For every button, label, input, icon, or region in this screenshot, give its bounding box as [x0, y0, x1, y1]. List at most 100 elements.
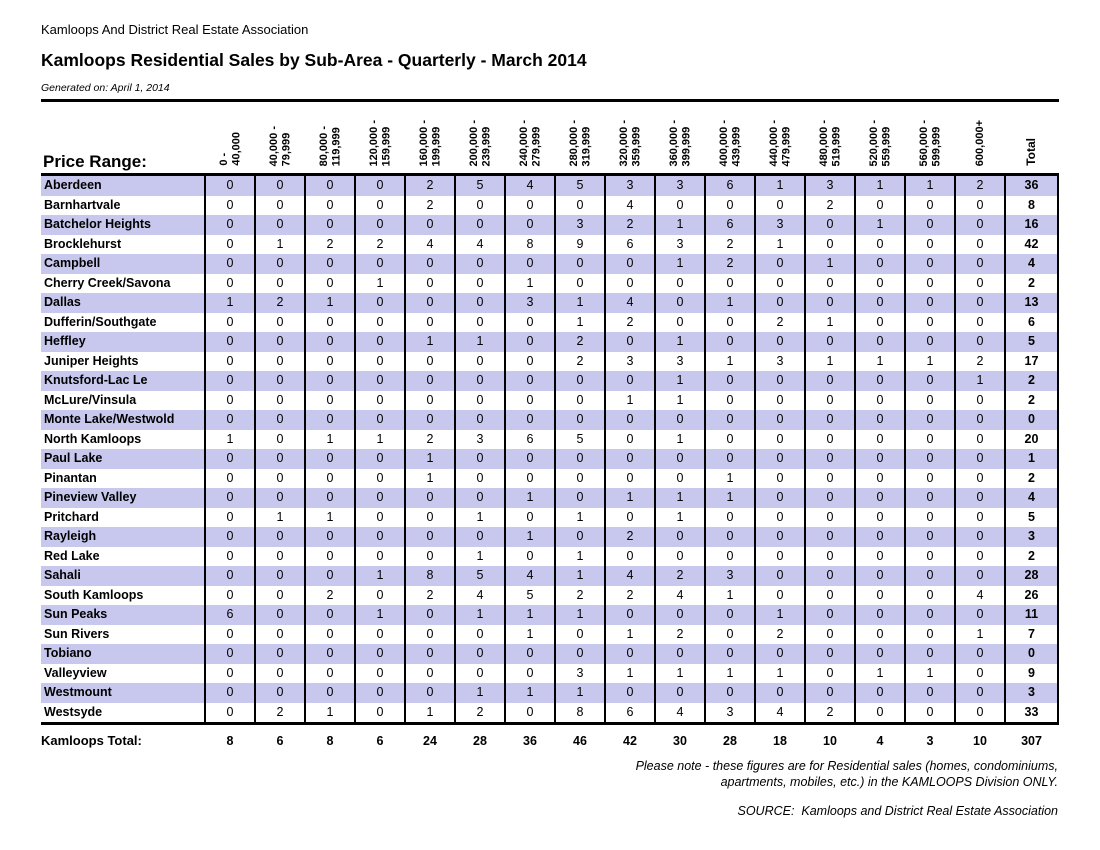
sales-count-cell: 5: [504, 585, 555, 605]
column-header-label: 360,000 - 399,999: [667, 119, 692, 166]
table-row: Aberdeen 0 0 0 0 2 5 4 5 3 3 6 1 3 1 1 2 36: [41, 173, 1059, 196]
sales-count-cell: 0: [904, 468, 955, 488]
sub-area-name: North Kamloops: [44, 431, 142, 446]
sales-count-cell: 0: [904, 683, 955, 703]
sub-area-name: South Kamloops: [44, 587, 144, 602]
sales-count-cell: 0: [554, 273, 605, 293]
sales-count-cell: 2: [604, 312, 655, 332]
sales-count-cell: 1: [854, 351, 905, 371]
sales-count-cell: 0: [304, 449, 355, 469]
column-header-11: 440,000 - 479,999: [755, 102, 805, 175]
sales-count-cell: 1: [404, 449, 455, 469]
sales-count-cell: 1: [654, 488, 705, 508]
sales-count-cell: 0: [854, 410, 905, 430]
page-title: Kamloops Residential Sales by Sub-Area -…: [41, 50, 587, 70]
sales-count-cell: 3: [754, 351, 805, 371]
sales-count-cell: 0: [204, 449, 255, 469]
sales-count-cell: 0: [954, 566, 1005, 586]
sales-count-cell: 1: [304, 429, 355, 449]
sales-count-cell: 0: [204, 351, 255, 371]
sales-count-cell: 0: [204, 371, 255, 391]
sales-count-cell: 1: [854, 663, 905, 683]
table-row: Sahali 0 0 0 1 8 5 4 1 4 2 3 0 0 0 0 0 28: [41, 566, 1059, 586]
sales-count-cell: 0: [804, 683, 855, 703]
row-total-cell: 11: [1004, 605, 1059, 625]
row-total-cell: 42: [1004, 234, 1059, 254]
sales-count-cell: 0: [454, 254, 505, 274]
sales-count-cell: 0: [204, 527, 255, 547]
column-header-label: 400,000 - 439,999: [717, 119, 742, 166]
sales-count-cell: 1: [454, 332, 505, 352]
sales-count-cell: 0: [404, 488, 455, 508]
sales-count-cell: 1: [654, 371, 705, 391]
sales-count-cell: 0: [904, 449, 955, 469]
sales-count-cell: 0: [654, 449, 705, 469]
sales-count-cell: 0: [254, 585, 305, 605]
sales-count-cell: 0: [954, 702, 1005, 725]
sales-count-cell: 0: [554, 644, 605, 664]
price-range-label: Price Range:: [43, 152, 147, 171]
sales-count-cell: 0: [854, 312, 905, 332]
sales-count-cell: 0: [854, 702, 905, 725]
sales-count-cell: 1: [454, 605, 505, 625]
sales-count-cell: 0: [854, 683, 905, 703]
table-row: North Kamloops 1 0 1 1 2 3 6 5 0 1 0 0 0 0 0 0 20: [41, 429, 1059, 449]
sales-count-cell: 0: [504, 254, 555, 274]
column-header-10: 400,000 - 439,999: [705, 102, 755, 175]
sales-count-cell: 0: [754, 449, 805, 469]
sub-area-name: Campbell: [41, 254, 205, 274]
column-total-cell: 3: [926, 733, 934, 748]
sales-count-cell: 0: [304, 410, 355, 430]
sales-count-cell: 1: [204, 429, 255, 449]
sales-count-cell: 0: [704, 429, 755, 449]
sales-count-cell: 0: [704, 390, 755, 410]
sales-count-cell: 0: [704, 683, 755, 703]
sales-count-cell: 0: [904, 624, 955, 644]
sales-count-cell: 0: [754, 195, 805, 215]
sales-count-cell: 0: [704, 371, 755, 391]
sales-count-cell: 0: [704, 195, 755, 215]
sales-count-cell: 0: [654, 410, 705, 430]
sales-count-cell: 0: [304, 215, 355, 235]
sales-count-cell: 5: [554, 429, 605, 449]
sub-area-name: Sun Rivers: [44, 626, 110, 641]
report-page: Kamloops And District Real Estate Associ…: [41, 22, 1059, 818]
sales-count-cell: 0: [804, 663, 855, 683]
sales-count-cell: 0: [204, 410, 255, 430]
sales-count-cell: 0: [854, 468, 905, 488]
sales-count-cell: 0: [904, 195, 955, 215]
sales-count-cell: 0: [204, 390, 255, 410]
sub-area-name: Heffley: [41, 332, 205, 352]
sub-area-name: Westsyde: [41, 702, 205, 725]
table-row: Sun Rivers 0 0 0 0 0 0 1 0 1 2 0 2 0 0 0 1 7: [41, 624, 1059, 644]
table-row: Tobiano 0 0 0 0 0 0 0 0 0 0 0 0 0 0 0 0 0: [41, 644, 1059, 664]
sales-count-cell: 1: [354, 273, 405, 293]
table-row: Sun Peaks 6 0 0 1 0 1 1 1 0 0 0 1 0 0 0 0 11: [41, 605, 1059, 625]
row-total-cell: 33: [1004, 702, 1059, 725]
sales-count-cell: 0: [504, 663, 555, 683]
sales-count-cell: 0: [854, 624, 905, 644]
sales-count-cell: 0: [454, 371, 505, 391]
sales-count-cell: 0: [954, 663, 1005, 683]
sales-count-cell: 0: [304, 527, 355, 547]
sales-count-cell: 2: [404, 585, 455, 605]
column-total-cell: 6: [376, 733, 384, 748]
sales-count-cell: 0: [354, 410, 405, 430]
sales-count-cell: 3: [604, 173, 655, 196]
sales-count-cell: 0: [354, 683, 405, 703]
column-header-label: 120,000 - 159,999: [367, 119, 392, 166]
sales-count-cell: 0: [654, 546, 705, 566]
sales-count-cell: 4: [404, 234, 455, 254]
sales-count-cell: 3: [604, 351, 655, 371]
sales-count-cell: 1: [954, 371, 1005, 391]
sales-count-cell: 1: [704, 293, 755, 313]
sales-count-cell: 0: [854, 507, 905, 527]
sales-count-cell: 0: [754, 566, 805, 586]
sales-count-cell: 0: [954, 488, 1005, 508]
sales-count-cell: 0: [254, 566, 305, 586]
sub-area-name: Valleyview: [44, 665, 107, 680]
column-total-cell: 10: [973, 733, 987, 748]
column-total-cell: 6: [276, 733, 284, 748]
sales-count-cell: 0: [804, 371, 855, 391]
sales-count-cell: 1: [854, 215, 905, 235]
